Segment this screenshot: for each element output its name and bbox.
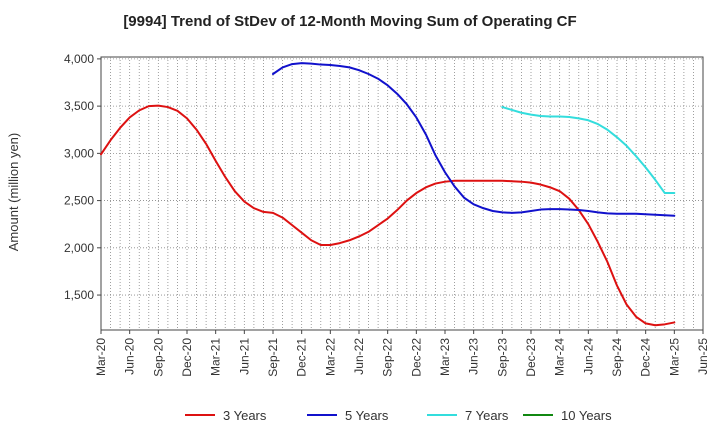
y-tick-label: 4,000	[64, 52, 94, 66]
x-tick-label: Dec-24	[639, 338, 653, 377]
x-tick-label: Jun-24	[581, 338, 595, 375]
x-tick-label: Dec-22	[409, 338, 423, 377]
x-tick-label: Jun-23	[467, 338, 481, 375]
y-axis-label: Amount (million yen)	[6, 133, 21, 252]
chart-title: [9994] Trend of StDev of 12-Month Moving…	[123, 13, 576, 30]
x-tick-label: Mar-22	[323, 338, 337, 376]
legend-label-3-years: 3 Years	[223, 408, 267, 423]
x-tick-label: Mar-20	[94, 338, 108, 376]
x-tick-label: Mar-25	[667, 338, 681, 376]
x-tick-label: Sep-21	[266, 338, 280, 377]
x-axis: Mar-20 Jun-20 Sep-20 Dec-20 Mar-21 Jun-21 Sep-…	[94, 330, 710, 377]
legend-label-10-years: 10 Years	[561, 408, 612, 423]
x-tick-label: Mar-24	[553, 338, 567, 376]
x-tick-label: Sep-24	[610, 338, 624, 377]
x-tick-label: Dec-20	[180, 338, 194, 377]
series-line-7-years	[501, 106, 676, 195]
x-tick-label: Mar-23	[438, 338, 452, 376]
y-tick-label: 2,000	[64, 241, 94, 255]
plot-area	[100, 56, 704, 331]
x-tick-label: Jun-21	[237, 338, 251, 375]
legend-label-7-years: 7 Years	[465, 408, 509, 423]
y-tick-label: 1,500	[64, 288, 94, 302]
x-tick-label: Sep-22	[381, 338, 395, 377]
x-tick-label: Dec-21	[295, 338, 309, 377]
legend-label-5-years: 5 Years	[345, 408, 389, 423]
y-tick-label: 2,500	[64, 194, 94, 208]
y-tick-label: 3,500	[64, 99, 94, 113]
x-tick-label: Jun-25	[696, 338, 710, 375]
x-tick-label: Sep-23	[495, 338, 509, 377]
series-line-5-years	[272, 62, 676, 217]
legend: 3 Years 5 Years 7 Years 10 Years	[185, 408, 612, 423]
y-tick-label: 3,000	[64, 146, 94, 160]
x-tick-label: Dec-23	[524, 338, 538, 377]
plot-frame	[100, 56, 704, 331]
series-layer	[100, 62, 676, 327]
x-tick-label: Sep-20	[151, 338, 165, 377]
x-tick-label: Mar-21	[209, 338, 223, 376]
y-axis: 1,500 2,000 2,500 3,000 3,500 4,000	[64, 52, 101, 302]
x-tick-label: Jun-20	[123, 338, 137, 375]
x-tick-label: Jun-22	[352, 338, 366, 375]
